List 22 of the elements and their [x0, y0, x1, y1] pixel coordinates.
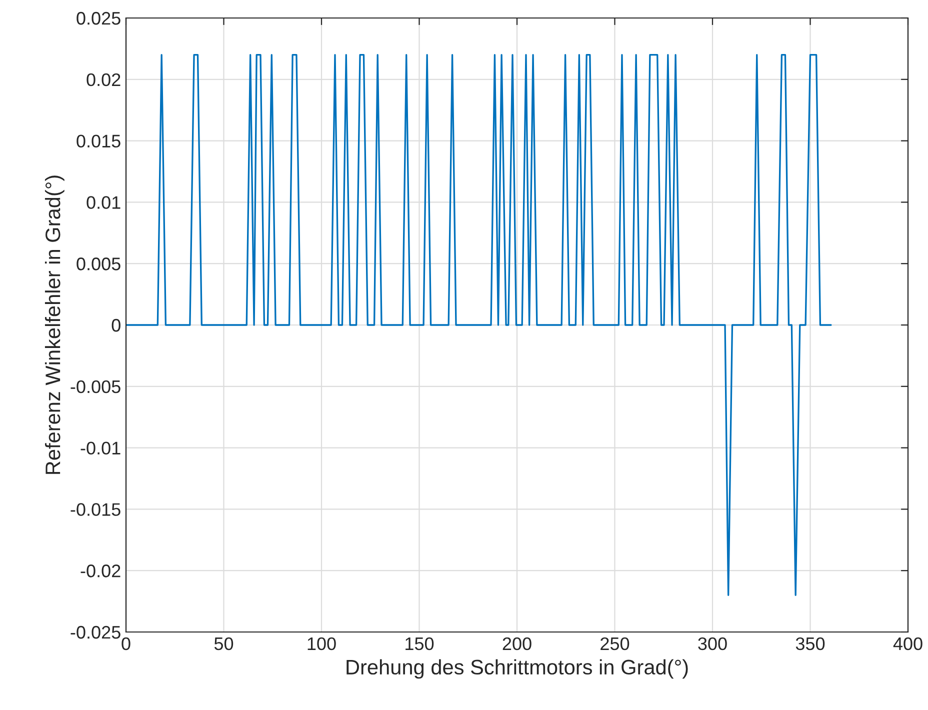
x-tick-label: 0	[122, 637, 130, 650]
y-tick-label: -0.025	[70, 626, 120, 639]
y-tick-label: 0.025	[76, 12, 120, 25]
y-tick-label: -0.015	[70, 503, 120, 516]
y-tick-label: -0.02	[80, 564, 120, 578]
x-tick-label: 300	[698, 637, 727, 650]
y-tick-label: -0.005	[70, 380, 120, 394]
x-tick-label: 200	[502, 637, 532, 650]
y-tick-label: -0.01	[80, 442, 120, 455]
x-tick-label: 100	[308, 637, 336, 650]
x-tick-label: 50	[214, 637, 234, 650]
y-axis-title: Referenz Winkelfehler in Grad(°)	[44, 176, 64, 474]
y-tick-label: 0.02	[86, 73, 120, 86]
y-tick-label: 0.015	[76, 134, 120, 148]
x-tick-label: 250	[600, 637, 630, 650]
x-tick-label: 350	[796, 637, 825, 650]
x-tick-label: 400	[893, 637, 922, 650]
y-tick-label: 0.005	[76, 258, 120, 270]
x-axis-title: Drehung des Schrittmotors in Grad(°)	[346, 659, 688, 679]
x-tick-label: 150	[406, 637, 434, 650]
y-tick-label: 0.01	[86, 196, 120, 209]
y-tick-label: 0	[112, 318, 120, 332]
